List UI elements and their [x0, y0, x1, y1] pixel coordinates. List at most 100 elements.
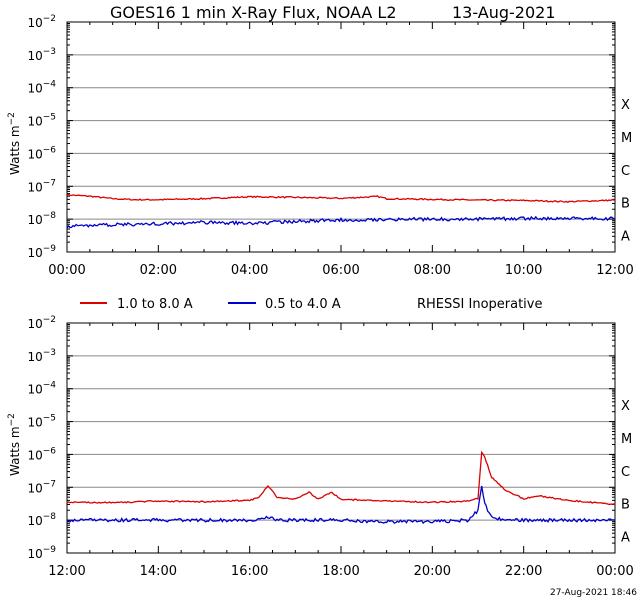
y-tick-base: 10 [27, 49, 42, 63]
y-tick-label: 10−9 [27, 244, 56, 260]
legend-label-short: 0.5 to 4.0 A [265, 297, 341, 312]
y-tick-base: 10 [27, 213, 42, 227]
x-tick-label: 14:00 [140, 564, 177, 579]
flare-class-label: X [621, 98, 630, 113]
bottom-grid [67, 355, 615, 521]
bottom-x-ticks: 12:00 14:00 16:00 18:00 20:00 22:00 00:00 [48, 323, 634, 579]
flare-class-label: B [621, 498, 630, 513]
y-tick-base: 10 [27, 246, 42, 260]
top-y-axis-label: Watts m−2 [7, 112, 22, 175]
y-tick-label: 10−6 [27, 145, 56, 161]
timestamp-footer: 27-Aug-2021 18:46 [550, 588, 637, 598]
y-tick-base: 10 [27, 481, 42, 495]
top-x-ticks: 00:00 02:00 04:00 06:00 08:00 10:00 12:00 [48, 22, 634, 278]
y-tick-exponent: −8 [43, 211, 57, 221]
y-tick-base: 10 [27, 16, 42, 30]
y-tick-base: 10 [27, 147, 42, 161]
x-tick-label: 18:00 [322, 564, 359, 579]
y-tick-label: 10−9 [27, 545, 56, 561]
y-tick-label: 10−3 [27, 348, 56, 364]
bottom-y-axis-label-text: Watts m [8, 426, 22, 476]
y-tick-base: 10 [27, 350, 42, 364]
y-tick-label: 10−5 [27, 414, 56, 430]
flare-class-label: C [621, 465, 630, 480]
y-tick-label: 10−7 [27, 178, 56, 194]
y-tick-exponent: −8 [43, 512, 57, 522]
y-tick-exponent: −4 [43, 80, 57, 90]
rhessi-note: RHESSI Inoperative [417, 297, 542, 312]
x-tick-label: 00:00 [596, 564, 633, 579]
y-tick-exponent: −9 [43, 545, 57, 555]
y-tick-base: 10 [27, 317, 42, 331]
flare-class-label: C [621, 164, 630, 179]
flare-class-label: M [621, 131, 632, 146]
series-line-short [66, 485, 616, 525]
legend: 1.0 to 8.0 A 0.5 to 4.0 A RHESSI Inopera… [80, 297, 542, 312]
y-tick-base: 10 [27, 416, 42, 430]
series-line-long [66, 450, 616, 506]
y-tick-label: 10−4 [27, 80, 56, 96]
top-y-ticks: 10−210−310−410−510−610−710−810−9 [27, 14, 615, 260]
y-tick-exponent: −2 [43, 14, 56, 24]
y-tick-label: 10−4 [27, 381, 56, 397]
y-tick-base: 10 [27, 547, 42, 561]
y-tick-exponent: −4 [43, 381, 57, 391]
bottom-y-axis-label: Watts m−2 [7, 413, 22, 476]
top-y-axis-label-text: Watts m [8, 125, 22, 175]
bottom-y-ticks: 10−210−310−410−510−610−710−810−9 [27, 315, 615, 561]
x-tick-label: 12:00 [48, 564, 85, 579]
x-tick-label: 10:00 [505, 263, 542, 278]
y-tick-base: 10 [27, 180, 42, 194]
y-tick-label: 10−3 [27, 47, 56, 63]
y-tick-exponent: −7 [43, 178, 56, 188]
x-tick-label: 20:00 [414, 564, 451, 579]
bottom-y-axis-label-exponent: −2 [7, 413, 17, 426]
y-tick-label: 10−2 [27, 14, 56, 30]
y-tick-label: 10−7 [27, 479, 56, 495]
y-tick-base: 10 [27, 448, 42, 462]
chart-title: GOES16 1 min X-Ray Flux, NOAA L2 [110, 3, 397, 22]
flare-class-label: A [621, 531, 630, 546]
x-tick-label: 00:00 [48, 263, 85, 278]
y-tick-label: 10−5 [27, 113, 56, 129]
chart-date: 13-Aug-2021 [452, 3, 556, 22]
x-tick-label: 08:00 [414, 263, 451, 278]
x-tick-label: 12:00 [596, 263, 633, 278]
y-tick-exponent: −5 [43, 113, 56, 123]
x-tick-label: 06:00 [322, 263, 359, 278]
legend-label-long: 1.0 to 8.0 A [117, 297, 193, 312]
flare-class-label: X [621, 399, 630, 414]
top-series [66, 193, 616, 229]
top-grid [67, 54, 615, 220]
y-tick-exponent: −6 [43, 446, 57, 456]
y-tick-label: 10−6 [27, 446, 56, 462]
y-tick-label: 10−2 [27, 315, 56, 331]
x-tick-label: 04:00 [231, 263, 268, 278]
y-tick-exponent: −6 [43, 145, 57, 155]
y-tick-exponent: −9 [43, 244, 57, 254]
x-tick-label: 02:00 [140, 263, 177, 278]
x-tick-label: 22:00 [505, 564, 542, 579]
y-tick-label: 10−8 [27, 211, 56, 227]
bottom-series [66, 450, 616, 525]
y-tick-label: 10−8 [27, 512, 56, 528]
series-line-long [66, 193, 616, 204]
y-tick-exponent: −3 [43, 348, 56, 358]
y-tick-exponent: −5 [43, 414, 56, 424]
y-tick-exponent: −2 [43, 315, 56, 325]
series-line-short [66, 215, 616, 229]
y-tick-base: 10 [27, 514, 42, 528]
y-tick-base: 10 [27, 82, 42, 96]
flare-class-label: M [621, 432, 632, 447]
x-tick-label: 16:00 [231, 564, 268, 579]
y-tick-base: 10 [27, 115, 42, 129]
y-tick-base: 10 [27, 383, 42, 397]
flare-class-label: B [621, 197, 630, 212]
bottom-flare-classes: X M C B A [621, 399, 632, 545]
y-tick-exponent: −7 [43, 479, 56, 489]
top-flare-classes: X M C B A [621, 98, 632, 244]
flare-class-label: A [621, 230, 630, 245]
